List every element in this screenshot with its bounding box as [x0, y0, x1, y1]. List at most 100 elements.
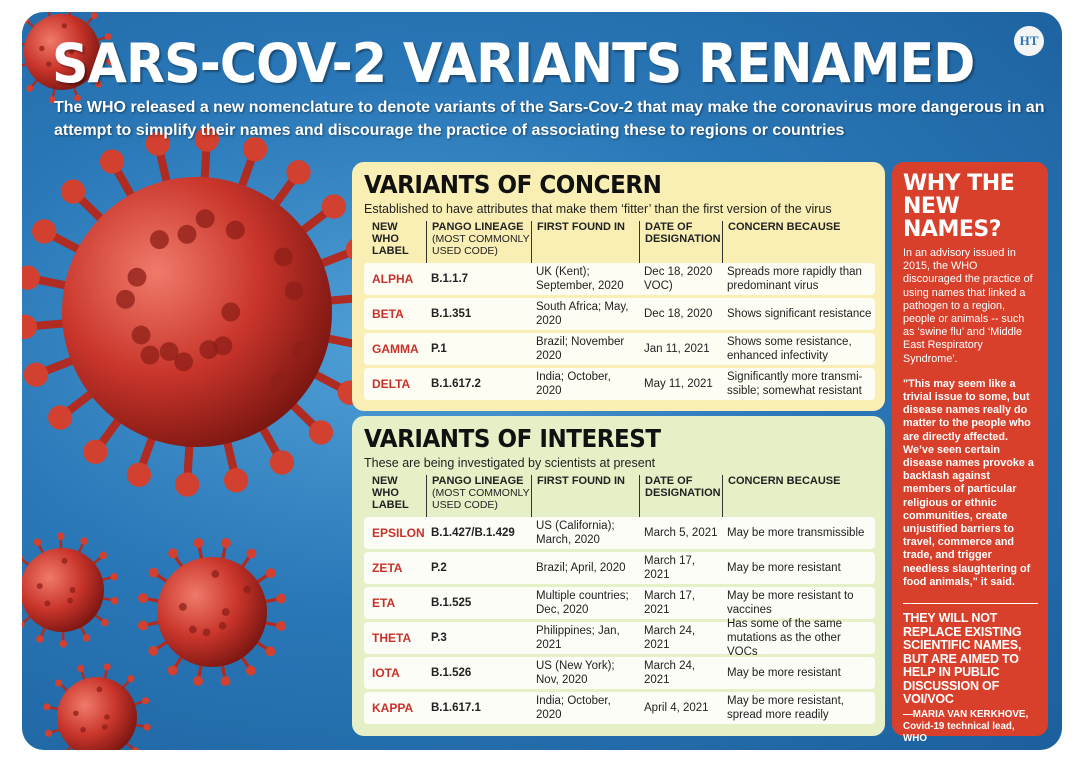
virus-surface-dot — [73, 710, 79, 717]
virus-surface-dot — [46, 61, 52, 67]
virus-surface-dot — [211, 570, 220, 578]
virus-body — [24, 14, 100, 90]
designation-date: March 5, 2021 — [644, 527, 718, 539]
pango-lineage: B.1.351 — [431, 308, 472, 320]
first-found: India; October, 2020 — [536, 695, 611, 721]
infographic-card: HT SARS-COV-2 VARIANTS RENAMED The WHO r… — [22, 12, 1062, 750]
first-found: South Africa; May, 2020 — [536, 301, 629, 327]
pango-lineage: B.1.526 — [431, 667, 472, 679]
concern-reason: Shows significant resistance — [727, 308, 872, 320]
virus-surface-dot — [96, 686, 103, 693]
interest-subtitle: These are being investigated by scientis… — [364, 456, 656, 470]
virus-surface-dot — [104, 714, 110, 720]
virus-spike-cap — [48, 405, 73, 430]
virus-spike-cap — [265, 568, 276, 579]
virus-spike-cap — [223, 468, 249, 493]
designation-date: Dec 18, 2020 — [644, 308, 713, 320]
first-found: US (New York); Nov, 2020 — [536, 660, 615, 686]
virus-surface-dot — [80, 726, 86, 733]
interest-title: VARIANTS OF INTEREST — [364, 424, 661, 453]
why-title: WHY THE NEW NAMES? — [903, 171, 1015, 242]
first-found: Multiple countries; Dec, 2020 — [536, 590, 629, 616]
virus-spike-cap — [167, 665, 178, 676]
virus-surface-dot — [195, 209, 215, 229]
virus-spike-cap — [104, 33, 112, 40]
page-subtitle: The WHO released a new nomenclature to d… — [54, 99, 1045, 139]
concern-title: VARIANTS OF CONCERN — [364, 170, 662, 199]
pango-lineage: P.1 — [431, 343, 447, 355]
virus-surface-dot — [179, 602, 187, 611]
header-first-found: FIRST FOUND IN — [531, 221, 639, 263]
virus-surface-dot — [174, 352, 194, 372]
header-concern: CONCERN BECAUSE — [722, 221, 872, 263]
virus-spike-cap — [131, 747, 139, 750]
virus-spike-cap — [276, 621, 286, 631]
designation-date: March 24, 2021 — [644, 625, 696, 651]
virus-spike-cap — [106, 58, 114, 66]
virus-spike-cap — [308, 420, 334, 445]
pull-quote: THEY WILL NOT REPLACE EXISTING SCIENTIFI… — [903, 611, 1022, 707]
virus-spike-cap — [99, 149, 125, 174]
virus-surface-dot — [177, 224, 197, 244]
table-row: IOTA B.1.526 US (New York); Nov, 2020 March… — [364, 657, 875, 689]
header-lineage-title: PANGO LINEAGE — [432, 475, 524, 487]
virus-spike-cap — [22, 620, 25, 629]
first-found: US (California); March, 2020 — [536, 520, 615, 546]
table-row: KAPPA B.1.617.1 India; October, 2020 April … — [364, 692, 875, 724]
designation-date: May 11, 2021 — [644, 378, 713, 390]
designation-date: Dec 18, 2020 VOC) — [644, 266, 713, 292]
virus-spike-cap — [95, 80, 102, 88]
variant-label: ALPHA — [372, 272, 414, 286]
pango-lineage: B.1.1.7 — [431, 273, 469, 285]
why-new-names-panel: WHY THE NEW NAMES? In an advisory issued… — [892, 162, 1048, 744]
virus-spike-cap — [246, 548, 257, 559]
virus-surface-dot — [218, 621, 227, 630]
variants-of-interest-panel: VARIANTS OF INTEREST These are being inv… — [352, 416, 885, 736]
virus-spike-cap — [101, 618, 109, 627]
virus-surface-dot — [270, 372, 290, 392]
virus-surface-dot — [213, 336, 233, 356]
pango-lineage: B.1.427/B.1.429 — [431, 527, 515, 539]
virus-surface-dot — [39, 45, 45, 52]
concern-reason: May be more resistant, spread more readi… — [727, 695, 844, 721]
virus-spike-cap — [22, 555, 23, 561]
virus-spike-cap — [276, 593, 287, 604]
virus-surface-dot — [221, 302, 241, 322]
virus-surface-dot — [61, 558, 68, 564]
designation-date: March 17, 2021 — [644, 590, 696, 616]
virus-body — [62, 177, 332, 447]
virus-spike-cap — [77, 664, 85, 673]
virus-spike-cap — [74, 94, 81, 102]
virus-surface-dot — [68, 49, 75, 55]
concern-reason: Shows some resistance, enhanced infectiv… — [727, 336, 852, 362]
header-first-found: FIRST FOUND IN — [531, 475, 639, 517]
variant-label: THETA — [372, 631, 412, 645]
virus-spike-cap — [83, 439, 108, 464]
virus-spike-cap — [138, 593, 148, 603]
variant-label: ZETA — [372, 561, 403, 575]
table-row: ETA B.1.525 Multiple countries; Dec, 2020 M… — [364, 587, 875, 619]
virus-spike-cap — [23, 362, 49, 387]
virus-spike-cap — [321, 194, 346, 219]
table-row: EPSILON B.1.427/B.1.429 US (California); M… — [364, 517, 875, 549]
concern-reason: May be more transmissible — [727, 527, 865, 539]
virus-surface-dot — [221, 608, 230, 616]
virus-body — [22, 548, 104, 632]
first-found: UK (Kent); September, 2020 — [536, 266, 624, 292]
first-found: Brazil; April, 2020 — [536, 562, 626, 574]
virus-surface-dot — [149, 230, 169, 250]
pango-lineage: B.1.617.1 — [431, 702, 481, 714]
pull-quote-attribution: —MARIA VAN KERKHOVE, Covid-19 technical … — [903, 708, 1029, 744]
page-title: SARS-COV-2 VARIANTS RENAMED — [52, 32, 975, 95]
concern-table-body: ALPHA B.1.1.7 UK (Kent); September, 2020 De… — [364, 263, 875, 400]
first-found: Brazil; November 2020 — [536, 336, 625, 362]
first-found: India; October, 2020 — [536, 371, 611, 397]
variant-label: BETA — [372, 307, 404, 321]
concern-reason: Has some of the same mutations as the ot… — [727, 618, 843, 658]
header-date: DATE OF DESIGNATION — [639, 221, 722, 263]
header-lineage: PANGO LINEAGE (MOST COMMONLY USED CODE) — [426, 221, 531, 263]
header-lineage-note: (MOST COMMONLY USED CODE) — [432, 233, 530, 257]
virus-spike-cap — [265, 646, 276, 657]
virus-surface-dot — [274, 247, 294, 267]
concern-reason: May be more resistant — [727, 667, 841, 679]
